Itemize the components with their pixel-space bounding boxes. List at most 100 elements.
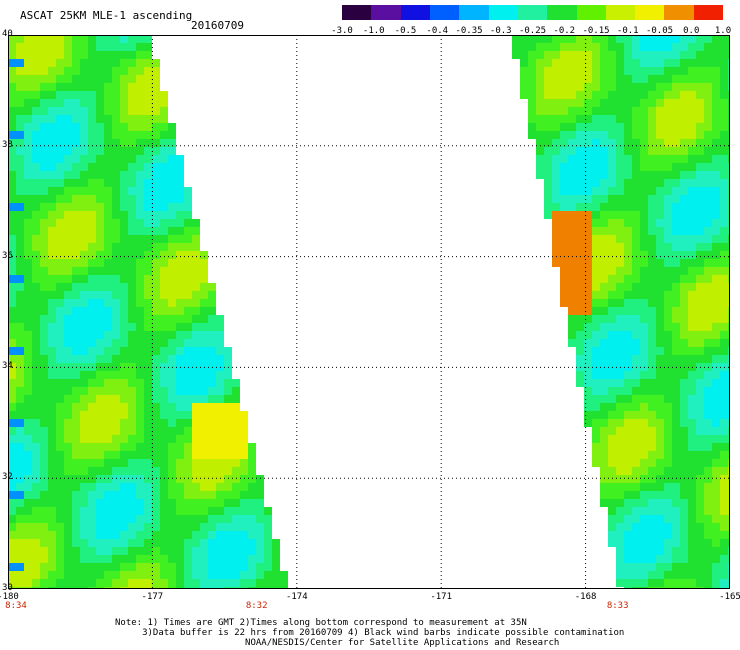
swath-cell: [536, 163, 544, 171]
swath-cell: [680, 75, 688, 83]
swath-cell: [560, 51, 568, 59]
swath-cell: [600, 387, 608, 395]
swath-cell: [64, 139, 72, 147]
swath-cell: [656, 379, 664, 387]
swath-cell: [632, 467, 640, 475]
swath-cell: [712, 219, 720, 227]
swath-cell: [624, 539, 632, 547]
swath-cell: [632, 339, 640, 347]
swath-cell: [128, 531, 136, 539]
swath-cell: [48, 139, 56, 147]
swath-cell: [656, 107, 664, 115]
swath-cell: [120, 539, 128, 547]
swath-cell: [208, 299, 216, 307]
swath-cell: [40, 355, 48, 363]
swath-cell: [56, 523, 64, 531]
swath-cell: [616, 331, 624, 339]
swath-cell: [608, 51, 616, 59]
swath-cell: [96, 547, 104, 555]
swath-cell: [680, 211, 688, 219]
swath-cell: [584, 299, 592, 307]
swath-cell: [184, 259, 192, 267]
swath-cell: [184, 219, 192, 227]
swath-cell: [592, 379, 600, 387]
swath-cell: [576, 43, 584, 51]
swath-cell: [632, 475, 640, 483]
swath-cell: [544, 155, 552, 163]
swath-cell: [72, 131, 80, 139]
swath-cell: [128, 211, 136, 219]
colorbar-tick-label: -0.15: [582, 26, 610, 36]
swath-cell: [8, 483, 16, 491]
swath-cell: [112, 371, 120, 379]
swath-cell: [696, 59, 704, 67]
lon-tick-label: -177: [141, 592, 164, 602]
swath-cell: [96, 275, 104, 283]
swath-cell: [544, 91, 552, 99]
swath-cell: [616, 99, 624, 107]
swath-cell: [32, 555, 40, 563]
swath-cell: [152, 331, 160, 339]
swath-cell: [640, 147, 648, 155]
swath-cell: [576, 323, 584, 331]
swath-cell: [648, 507, 656, 515]
swath-cell: [184, 299, 192, 307]
swath-cell: [656, 539, 664, 547]
swath-cell: [8, 379, 16, 387]
swath-cell: [136, 499, 144, 507]
swath-cell: [712, 491, 720, 499]
swath-cell: [608, 235, 616, 243]
swath-cell: [128, 155, 136, 163]
swath-cell: [152, 315, 160, 323]
swath-cell: [576, 243, 584, 251]
swath-cell: [720, 203, 728, 211]
swath-cell: [576, 219, 584, 227]
swath-cell: [688, 275, 696, 283]
swath-cell: [720, 219, 728, 227]
swath-cell: [672, 83, 680, 91]
swath-cell: [96, 411, 104, 419]
swath-cell: [632, 187, 640, 195]
swath-cell: [152, 91, 160, 99]
swath-cell: [56, 539, 64, 547]
swath-cell: [96, 259, 104, 267]
swath-cell: [664, 291, 672, 299]
swath-cell: [32, 219, 40, 227]
swath-cell: [648, 259, 656, 267]
swath-cell: [64, 451, 72, 459]
swath-cell: [120, 555, 128, 563]
swath-cell: [152, 203, 160, 211]
swath-cell: [16, 203, 24, 211]
swath-cell: [704, 51, 712, 59]
swath-cell: [672, 123, 680, 131]
swath-cell: [696, 523, 704, 531]
swath-cell: [32, 507, 40, 515]
swath-cell: [56, 107, 64, 115]
swath-cell: [624, 307, 632, 315]
swath-cell: [688, 411, 696, 419]
swath-cell: [688, 539, 696, 547]
swath-cell: [160, 579, 168, 587]
swath-cell: [56, 267, 64, 275]
swath-cell: [712, 499, 720, 507]
swath-cell: [80, 67, 88, 75]
swath-cell: [640, 539, 648, 547]
swath-cell: [64, 563, 72, 571]
swath-cell: [112, 507, 120, 515]
swath-cell: [32, 531, 40, 539]
swath-cell: [144, 483, 152, 491]
swath-cell: [40, 211, 48, 219]
swath-cell: [136, 275, 144, 283]
swath-cell: [40, 131, 48, 139]
swath-cell: [128, 163, 136, 171]
swath-cell: [552, 91, 560, 99]
swath-cell: [48, 99, 56, 107]
swath-cell: [576, 163, 584, 171]
swath-cell: [144, 291, 152, 299]
swath-cell: [584, 67, 592, 75]
swath-cell: [40, 243, 48, 251]
swath-cell: [40, 123, 48, 131]
swath-cell: [160, 451, 168, 459]
swath-cell: [648, 307, 656, 315]
swath-cell: [152, 443, 160, 451]
